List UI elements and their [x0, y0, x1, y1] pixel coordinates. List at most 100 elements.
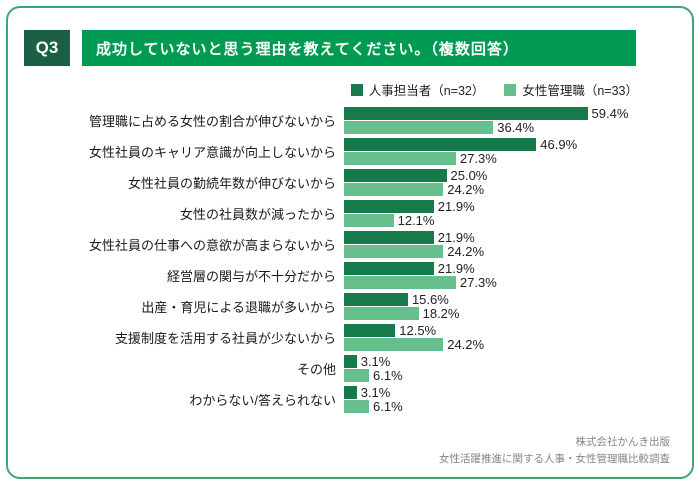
chart-header: Q3 成功していないと思う理由を教えてください。（複数回答） — [24, 30, 636, 66]
bar-line: 6.1% — [344, 399, 676, 414]
value-label: 46.9% — [540, 137, 578, 152]
bar-line: 18.2% — [344, 306, 676, 321]
chart-row: その他 3.1% 6.1% — [24, 354, 676, 383]
bar-line: 6.1% — [344, 368, 676, 383]
bar-series-1 — [344, 262, 434, 275]
legend-label: 人事担当者（n=32） — [368, 84, 485, 98]
bar-line: 24.2% — [344, 337, 676, 352]
bar-series-2 — [344, 276, 456, 289]
category-label: 女性社員の仕事への意欲が高まらないから — [88, 238, 336, 253]
chart-legend: 人事担当者（n=32） 女性管理職（n=33） — [24, 80, 638, 99]
value-label: 24.2% — [447, 244, 485, 259]
category-label: わからない/答えられない — [189, 393, 336, 408]
bar-series-1 — [344, 231, 434, 244]
bar-series-2 — [344, 183, 444, 196]
bar-line: 21.9% — [344, 261, 676, 276]
category-label: 女性の社員数が減ったから — [179, 207, 336, 222]
category-label: 女性社員のキャリア意識が向上しないから — [88, 145, 336, 160]
bar-series-1 — [344, 386, 357, 399]
survey-card: Q3 成功していないと思う理由を教えてください。（複数回答） 人事担当者（n=3… — [6, 6, 694, 479]
category-label: 管理職に占める女性の割合が伸びないから — [88, 114, 336, 129]
value-label: 12.1% — [397, 213, 435, 228]
category-label: 経営層の関与が不十分だから — [166, 269, 336, 284]
chart-row: 女性社員の勤続年数が伸びないから 25.0% 24.2% — [24, 168, 676, 197]
bar-series-1 — [344, 324, 396, 337]
bar-line: 12.5% — [344, 323, 676, 338]
value-label: 36.4% — [497, 120, 535, 135]
chart-row: 女性社員のキャリア意識が向上しないから 46.9% 27.3% — [24, 137, 676, 166]
chart-row: 支援制度を活用する社員が少ないから 12.5% 24.2% — [24, 323, 676, 352]
value-label: 24.2% — [447, 337, 485, 352]
value-label: 27.3% — [459, 275, 497, 290]
bar-group: 12.5% 24.2% — [344, 323, 676, 352]
bar-line: 27.3% — [344, 275, 676, 290]
bar-series-2 — [344, 121, 494, 134]
value-label: 21.9% — [437, 199, 475, 214]
chart-row: 女性の社員数が減ったから 21.9% 12.1% — [24, 199, 676, 228]
bar-group: 3.1% 6.1% — [344, 354, 676, 383]
chart-row: 出産・育児による退職が多いから 15.6% 18.2% — [24, 292, 676, 321]
chart-row: 女性社員の仕事への意欲が高まらないから 21.9% 24.2% — [24, 230, 676, 259]
value-label: 21.9% — [437, 261, 475, 276]
bar-group: 21.9% 24.2% — [344, 230, 676, 259]
bar-line: 3.1% — [344, 354, 676, 369]
value-label: 6.1% — [373, 399, 403, 414]
bar-line: 59.4% — [344, 106, 676, 121]
source-company: 株式会社かんき出版 — [575, 436, 671, 449]
bar-series-1 — [344, 138, 537, 151]
legend-item: 女性管理職（n=33） — [504, 80, 638, 99]
bar-series-2 — [344, 245, 444, 258]
bar-chart: 管理職に占める女性の割合が伸びないから 59.4% 36.4% 女性社員のキャリア意識… — [24, 106, 676, 414]
question-number-badge: Q3 — [24, 30, 70, 66]
legend-swatch-icon — [350, 83, 363, 96]
bar-group: 15.6% 18.2% — [344, 292, 676, 321]
bar-series-2 — [344, 400, 369, 413]
chart-row: わからない/答えられない 3.1% 6.1% — [24, 385, 676, 414]
legend-item: 人事担当者（n=32） — [350, 80, 485, 99]
bar-line: 15.6% — [344, 292, 676, 307]
bar-series-2 — [344, 369, 369, 382]
bar-line: 12.1% — [344, 213, 676, 228]
value-label: 24.2% — [447, 182, 485, 197]
bar-line: 46.9% — [344, 137, 676, 152]
bar-line: 24.2% — [344, 182, 676, 197]
value-label: 3.1% — [360, 385, 391, 400]
bar-series-2 — [344, 214, 394, 227]
chart-row: 管理職に占める女性の割合が伸びないから 59.4% 36.4% — [24, 106, 676, 135]
bar-series-2 — [344, 152, 456, 165]
category-label: 出産・育児による退職が多いから — [141, 300, 336, 315]
bar-group: 59.4% 36.4% — [344, 106, 676, 135]
bar-line: 3.1% — [344, 385, 676, 400]
chart-row: 経営層の関与が不十分だから 21.9% 27.3% — [24, 261, 676, 290]
legend-swatch-icon — [504, 83, 517, 96]
bar-group: 25.0% 24.2% — [344, 168, 676, 197]
bar-group: 21.9% 12.1% — [344, 199, 676, 228]
value-label: 59.4% — [591, 106, 629, 121]
bar-line: 21.9% — [344, 199, 676, 214]
value-label: 6.1% — [373, 368, 403, 383]
source-survey: 女性活躍推進に関する人事・女性管理職比較調査 — [439, 452, 670, 465]
bar-series-1 — [344, 107, 588, 120]
value-label: 18.2% — [422, 306, 460, 321]
bar-line: 24.2% — [344, 244, 676, 259]
bar-line: 25.0% — [344, 168, 676, 183]
chart-title: 成功していないと思う理由を教えてください。（複数回答） — [82, 30, 636, 66]
value-label: 12.5% — [399, 323, 437, 338]
category-label: 女性社員の勤続年数が伸びないから — [127, 176, 336, 191]
bar-group: 3.1% 6.1% — [344, 385, 676, 414]
value-label: 3.1% — [360, 354, 391, 369]
bar-line: 21.9% — [344, 230, 676, 245]
value-label: 25.0% — [450, 168, 488, 183]
legend-label: 女性管理職（n=33） — [522, 84, 638, 98]
bar-series-1 — [344, 355, 357, 368]
category-label: 支援制度を活用する社員が少ないから — [114, 331, 336, 346]
bar-series-2 — [344, 307, 419, 320]
value-label: 27.3% — [459, 151, 497, 166]
bar-line: 27.3% — [344, 151, 676, 166]
value-label: 15.6% — [411, 292, 449, 307]
bar-series-1 — [344, 200, 434, 213]
category-label: その他 — [296, 362, 336, 377]
bar-series-1 — [344, 293, 408, 306]
bar-series-2 — [344, 338, 444, 351]
bar-group: 46.9% 27.3% — [344, 137, 676, 166]
